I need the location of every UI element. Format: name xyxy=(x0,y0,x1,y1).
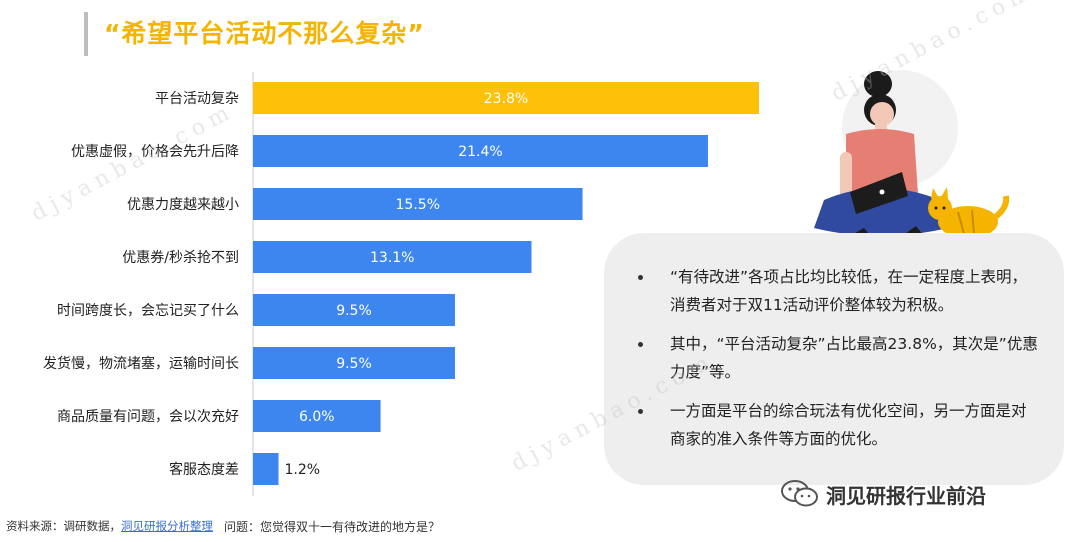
data-label: 9.5% xyxy=(336,356,372,372)
source-note: 资料来源：调研数据，洞见研报分析整理 xyxy=(6,518,213,534)
category-label: 优惠券/秒杀抢不到 xyxy=(122,249,239,266)
data-label: 6.0% xyxy=(299,409,335,425)
wechat-account-name: 洞见研报行业前沿 xyxy=(826,483,986,508)
summary-item: 一方面是平台的综合玩法有优化空间，另一方面是对商家的准入条件等方面的优化。 xyxy=(638,397,1040,453)
bar-chart: 平台活动复杂 23.8% 优惠虚假，价格会先升后降 21.4% 优惠力度越来越小 15.5… xyxy=(43,72,759,496)
bullet-icon xyxy=(638,409,643,414)
woman-with-laptop-and-cat-illustration xyxy=(790,68,1020,258)
data-label: 9.5% xyxy=(336,303,372,319)
survey-question: 问题：您觉得双十一有待改进的地方是？ xyxy=(224,520,441,534)
page-title: “希望平台活动不那么复杂” xyxy=(104,19,425,48)
data-label: 1.2% xyxy=(285,462,321,478)
bar xyxy=(253,82,759,114)
bullet-icon xyxy=(638,275,643,280)
source-prefix: 资料来源：调研数据， xyxy=(6,519,121,533)
data-label: 13.1% xyxy=(370,250,414,266)
bar xyxy=(253,135,708,167)
title-accent-bar xyxy=(84,12,88,56)
bar xyxy=(253,241,532,273)
data-label: 21.4% xyxy=(458,144,502,160)
bullet-icon xyxy=(638,342,643,347)
bar xyxy=(253,453,279,485)
summary-list: “有待改进”各项占比均比较低，在一定程度上表明，消费者对于双11活动评价整体较为… xyxy=(604,233,1064,453)
category-label: 优惠虚假，价格会先升后降 xyxy=(71,144,239,160)
category-label: 客服态度差 xyxy=(169,461,239,478)
bar xyxy=(253,400,381,432)
summary-item: “有待改进”各项占比均比较低，在一定程度上表明，消费者对于双11活动评价整体较为… xyxy=(638,263,1040,319)
wechat-account: 洞见研报行业前沿 xyxy=(780,479,986,509)
source-link[interactable]: 洞见研报分析整理 xyxy=(121,519,213,533)
category-label: 优惠力度越来越小 xyxy=(127,197,239,213)
data-label: 23.8% xyxy=(484,91,528,107)
category-label: 平台活动复杂 xyxy=(155,90,239,107)
bar xyxy=(253,188,583,220)
bar xyxy=(253,347,455,379)
summary-panel: “有待改进”各项占比均比较低，在一定程度上表明，消费者对于双11活动评价整体较为… xyxy=(604,233,1064,485)
category-label: 商品质量有问题，会以次充好 xyxy=(57,409,239,425)
bar xyxy=(253,294,455,326)
category-label: 时间跨度长，会忘记买了什么 xyxy=(57,303,239,319)
summary-item: 其中，“平台活动复杂”占比最高23.8%，其次是”优惠力度”等。 xyxy=(638,330,1040,386)
data-label: 15.5% xyxy=(396,197,440,213)
wechat-icon xyxy=(781,480,818,507)
category-label: 发货慢，物流堵塞，运输时间长 xyxy=(43,355,239,372)
